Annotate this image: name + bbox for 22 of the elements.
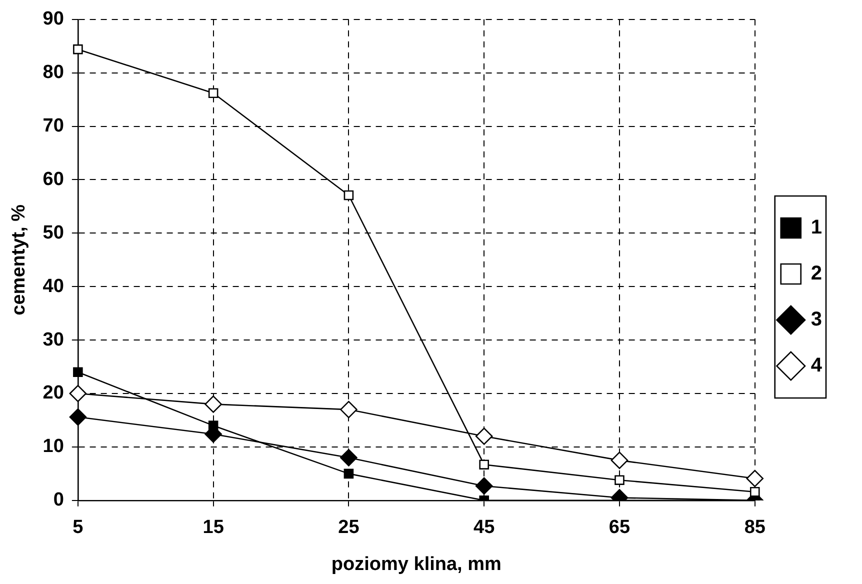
y-tick-label: 70 [42, 116, 64, 137]
y-tick-label: 0 [53, 490, 64, 511]
x-tick-label: 85 [744, 517, 766, 538]
y-tick-label: 20 [42, 382, 64, 404]
x-tick-label: 15 [202, 517, 224, 538]
legend-label: 2 [810, 262, 822, 285]
legend-label: 4 [810, 354, 823, 377]
y-tick-label: 30 [42, 329, 64, 350]
x-axis-title: poziomy klina, mm [331, 554, 502, 575]
y-tick-label: 80 [42, 62, 64, 84]
y-tick-label: 50 [42, 222, 64, 244]
x-tick-label: 25 [338, 517, 360, 538]
y-tick-label: 60 [42, 168, 64, 190]
y-tick-label: 10 [42, 436, 64, 458]
x-tick-label: 5 [72, 517, 84, 538]
legend-label: 3 [810, 308, 822, 331]
x-tick-label: 65 [608, 517, 630, 538]
y-axis-title: cementyt, % [8, 204, 30, 316]
legend-label: 1 [810, 216, 822, 239]
y-tick-label: 40 [42, 276, 64, 297]
y-tick-label: 90 [42, 8, 64, 30]
x-tick-label: 45 [474, 517, 496, 538]
